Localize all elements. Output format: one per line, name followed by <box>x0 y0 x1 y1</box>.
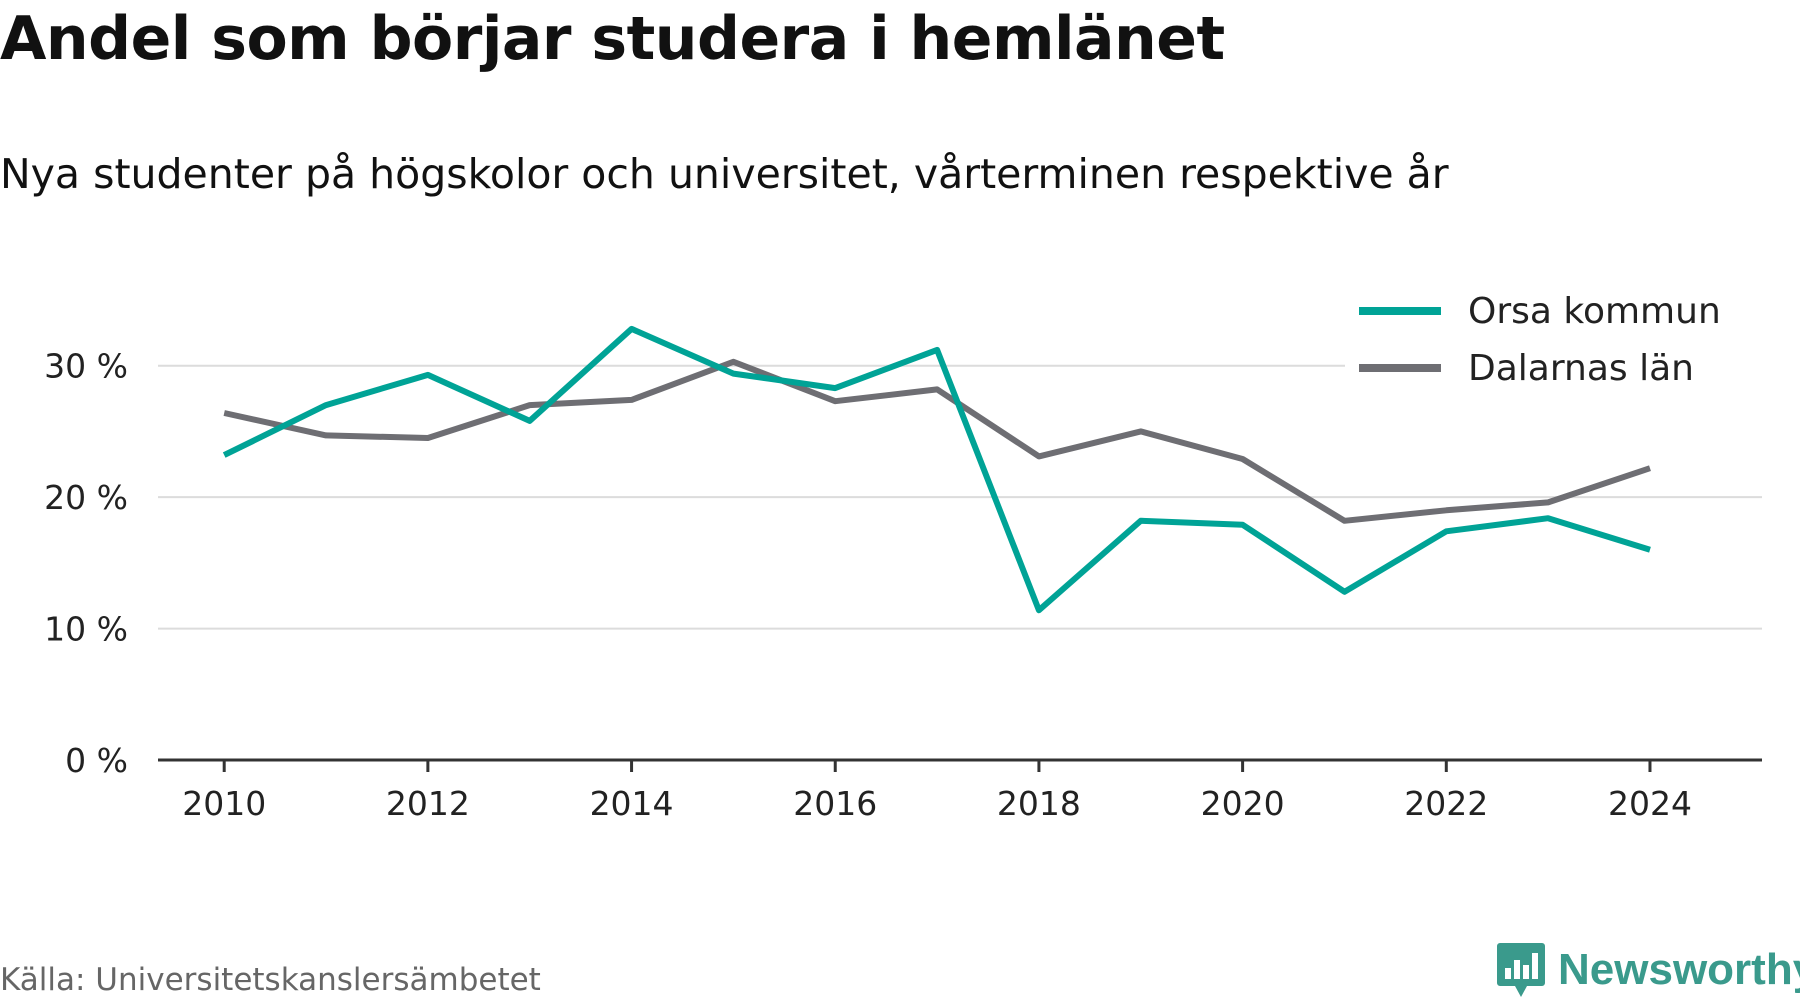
source-note: Källa: Universitetskanslersämbetet <box>0 962 541 998</box>
x-tick-label: 2012 <box>386 784 470 823</box>
x-tick-label: 2024 <box>1608 784 1692 823</box>
y-tick-label: 0 % <box>65 741 128 780</box>
chart-subtitle: Nya studenter på högskolor och universit… <box>0 150 1449 198</box>
chart-title: Andel som börjar studera i hemlänet <box>0 4 1225 74</box>
legend: Orsa kommun Dalarnas län <box>1345 262 1765 389</box>
brand-logo: Newsworthy <box>1496 940 1800 1000</box>
y-tick-label: 10 % <box>44 610 128 649</box>
legend-label: Dalarnas län <box>1468 348 1694 389</box>
x-tick-label: 2018 <box>997 784 1081 823</box>
x-tick-label: 2014 <box>590 784 674 823</box>
series-line-dalarnas-lan <box>223 358 1651 524</box>
legend-label: Orsa kommun <box>1468 291 1721 332</box>
y-tick-label: 20 % <box>44 478 128 517</box>
x-tick-label: 2010 <box>182 784 266 823</box>
x-tick-label: 2020 <box>1201 784 1285 823</box>
y-tick-label: 30 % <box>44 347 128 386</box>
brand-name: Newsworthy <box>1558 945 1800 994</box>
y-axis: 0 % 10 % 20 % 30 % <box>44 347 128 780</box>
x-tick-label: 2022 <box>1404 784 1488 823</box>
newsworthy-logo-icon <box>1497 943 1545 997</box>
series-line-orsa-kommun <box>222 325 1651 614</box>
x-axis: 2010 2012 2014 2016 2018 2020 2022 2024 <box>158 758 1762 823</box>
series-lines <box>222 325 1651 614</box>
x-tick-label: 2016 <box>793 784 877 823</box>
